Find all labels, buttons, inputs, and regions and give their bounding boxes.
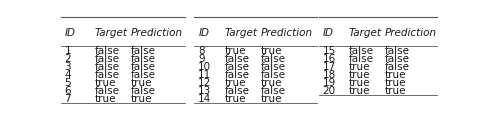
Text: false: false bbox=[130, 86, 156, 96]
Text: 9: 9 bbox=[198, 54, 205, 64]
Text: false: false bbox=[95, 62, 120, 72]
Text: 2: 2 bbox=[65, 54, 71, 64]
Text: 12: 12 bbox=[198, 78, 211, 88]
Text: false: false bbox=[225, 54, 250, 64]
Text: 11: 11 bbox=[198, 70, 211, 80]
Text: true: true bbox=[349, 86, 370, 96]
Text: 15: 15 bbox=[323, 46, 336, 56]
Text: 6: 6 bbox=[65, 86, 71, 96]
Text: false: false bbox=[385, 46, 410, 56]
Text: Prediction: Prediction bbox=[260, 28, 312, 38]
Text: false: false bbox=[260, 54, 285, 64]
Text: false: false bbox=[225, 70, 250, 80]
Text: true: true bbox=[385, 86, 406, 96]
Text: 5: 5 bbox=[65, 78, 71, 88]
Text: false: false bbox=[225, 62, 250, 72]
Text: false: false bbox=[385, 62, 410, 72]
Text: true: true bbox=[349, 78, 370, 88]
Text: true: true bbox=[95, 94, 116, 104]
Text: false: false bbox=[260, 86, 285, 96]
Text: 20: 20 bbox=[323, 86, 336, 96]
Text: ID: ID bbox=[198, 28, 209, 38]
Text: ID: ID bbox=[323, 28, 333, 38]
Text: false: false bbox=[225, 86, 250, 96]
Text: true: true bbox=[349, 62, 370, 72]
Text: false: false bbox=[95, 70, 120, 80]
Text: 17: 17 bbox=[323, 62, 336, 72]
Text: true: true bbox=[95, 78, 116, 88]
Text: false: false bbox=[130, 46, 156, 56]
Text: 13: 13 bbox=[198, 86, 211, 96]
Text: 14: 14 bbox=[198, 94, 211, 104]
Text: Prediction: Prediction bbox=[130, 28, 183, 38]
Text: 16: 16 bbox=[323, 54, 336, 64]
Text: true: true bbox=[385, 78, 406, 88]
Text: true: true bbox=[225, 78, 246, 88]
Text: false: false bbox=[95, 54, 120, 64]
Text: true: true bbox=[130, 94, 152, 104]
Text: false: false bbox=[385, 54, 410, 64]
Text: Target: Target bbox=[95, 28, 128, 38]
Text: true: true bbox=[260, 78, 282, 88]
Text: true: true bbox=[260, 94, 282, 104]
Text: false: false bbox=[130, 54, 156, 64]
Text: true: true bbox=[260, 46, 282, 56]
Text: false: false bbox=[130, 62, 156, 72]
Text: false: false bbox=[95, 46, 120, 56]
Text: 1: 1 bbox=[65, 46, 71, 56]
Text: true: true bbox=[385, 70, 406, 80]
Text: 10: 10 bbox=[198, 62, 211, 72]
Text: 19: 19 bbox=[323, 78, 336, 88]
Text: 4: 4 bbox=[65, 70, 71, 80]
Text: true: true bbox=[225, 46, 246, 56]
Text: false: false bbox=[349, 46, 374, 56]
Text: false: false bbox=[130, 70, 156, 80]
Text: false: false bbox=[260, 62, 285, 72]
Text: ID: ID bbox=[65, 28, 75, 38]
Text: 8: 8 bbox=[198, 46, 205, 56]
Text: 3: 3 bbox=[65, 62, 71, 72]
Text: Target: Target bbox=[225, 28, 258, 38]
Text: false: false bbox=[95, 86, 120, 96]
Text: true: true bbox=[225, 94, 246, 104]
Text: Prediction: Prediction bbox=[385, 28, 437, 38]
Text: true: true bbox=[349, 70, 370, 80]
Text: false: false bbox=[349, 54, 374, 64]
Text: 18: 18 bbox=[323, 70, 336, 80]
Text: 7: 7 bbox=[65, 94, 71, 104]
Text: false: false bbox=[260, 70, 285, 80]
Text: Target: Target bbox=[349, 28, 382, 38]
Text: true: true bbox=[130, 78, 152, 88]
